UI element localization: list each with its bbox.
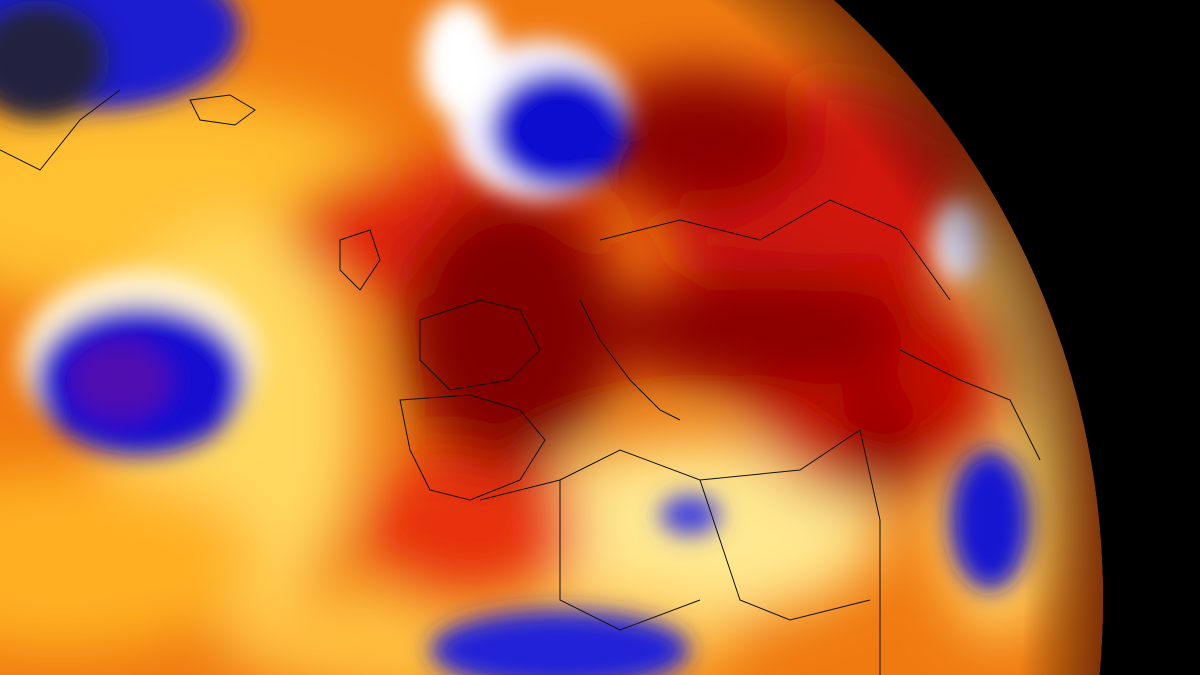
page bbox=[0, 0, 1103, 675]
globe bbox=[0, 0, 1103, 675]
map bbox=[0, 0, 1103, 675]
limb-shade bbox=[0, 0, 1103, 675]
